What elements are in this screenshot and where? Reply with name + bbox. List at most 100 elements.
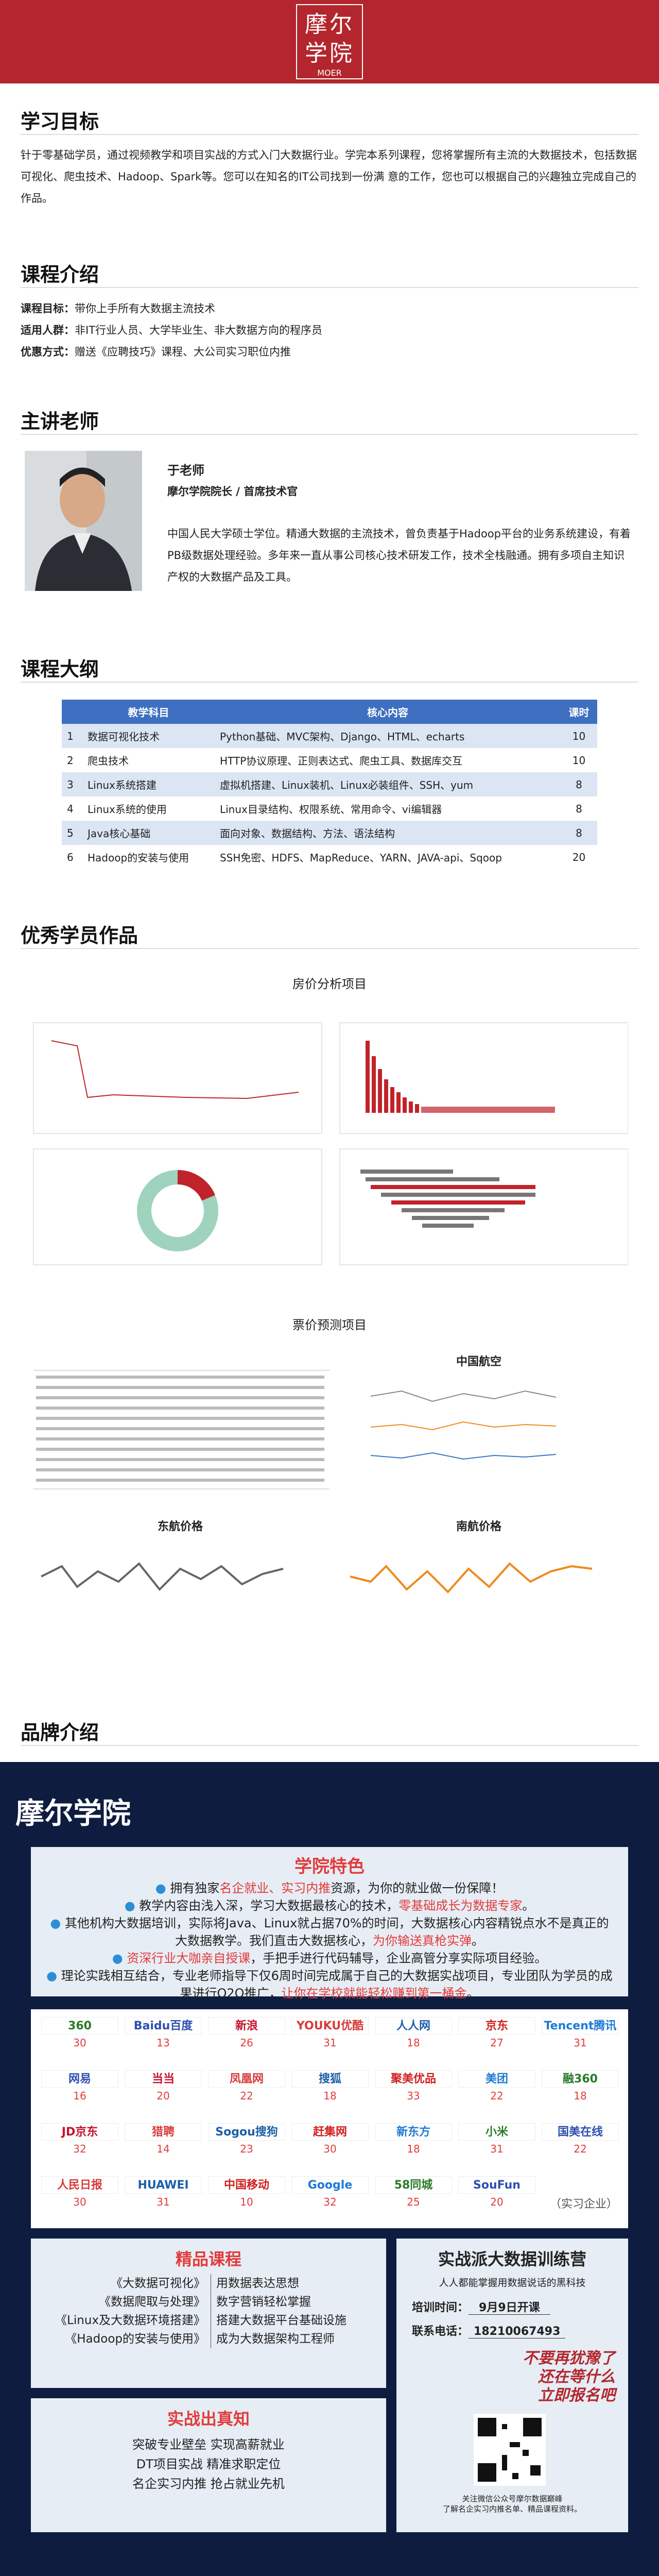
company-logo: 小米	[458, 2123, 535, 2141]
company-count: 16	[73, 2090, 86, 2102]
teacher-role: 摩尔学院院长 / 首席技术官	[167, 485, 298, 498]
project-thumbnails	[33, 1370, 593, 1594]
company-count: 30	[323, 2143, 337, 2155]
cell: Hadoop的安装与使用	[88, 852, 189, 864]
interns-note: （实习企业）	[549, 2198, 618, 2211]
project-title: 票价预测项目	[292, 1318, 367, 1332]
feature-text: 资源，为你的就业做一份保障！	[331, 1881, 504, 1895]
company: Baidu百度 13	[125, 2017, 202, 2049]
qr-code	[474, 2414, 546, 2486]
company-logo: 京东	[458, 2017, 535, 2035]
text: 赠送《应聘技巧》课程、大公司实习职位内推	[75, 346, 291, 358]
company-logo: 人民日报	[41, 2176, 118, 2194]
company: 京东 27	[458, 2017, 535, 2049]
course-desc: 用数据表达思想	[216, 2277, 299, 2290]
company-count: 22	[490, 2090, 504, 2102]
company-count: 33	[407, 2090, 420, 2102]
slogan-line: 不要再犹豫了	[523, 2349, 615, 2367]
intro-item: 适用人群：非IT行业人员、大学毕业生、非大数据方向的程序员	[21, 319, 638, 341]
cell: 数据可视化技术	[88, 731, 160, 743]
company: JD京东 32	[41, 2123, 118, 2155]
company: 猎聘 14	[125, 2123, 202, 2155]
slogan-line: 立即报名吧	[538, 2386, 615, 2404]
company: 网易 16	[41, 2070, 118, 2102]
company: Google 32	[291, 2176, 369, 2208]
company: Sogou搜狗 23	[208, 2123, 285, 2155]
header-row: 教学科目 核心内容 课时	[62, 700, 597, 724]
project-title: 房价分析项目	[292, 977, 367, 991]
cell: Java核心基础	[88, 827, 151, 840]
cell: 8	[576, 802, 582, 815]
column-header: 教学科目	[128, 706, 169, 719]
company: 360 30	[41, 2017, 118, 2049]
divider	[21, 434, 638, 435]
divider	[21, 287, 638, 288]
column-header: 核心内容	[367, 706, 408, 719]
camp-title: 实战派大数据训练营	[438, 2249, 586, 2269]
company-count: 10	[240, 2196, 253, 2208]
feature-text: 让你在学校就能轻松赚到第一桶金	[281, 1986, 467, 2001]
company: 凤凰网 22	[208, 2070, 285, 2102]
company-count: 32	[323, 2196, 337, 2208]
company: SouFun 20	[458, 2176, 535, 2208]
practice-item: DT项目实战 精准求职定位	[136, 2457, 281, 2471]
course-name: 《Hadoop的安装与使用》	[31, 2330, 211, 2348]
company-logo: Sogou搜狗	[208, 2123, 285, 2141]
cell: 8	[576, 778, 582, 791]
label: 课程目标：	[21, 302, 75, 315]
cell: SSH免密、HDFS、MapReduce、YARN、JAVA-api、Sqoop	[219, 852, 502, 864]
practice-panel: 实战出真知 突破专业壁垒 实现高薪就业 DT项目实战 精准求职定位 名企实习内推 抢…	[31, 2398, 386, 2532]
company: 赶集网 30	[291, 2123, 369, 2155]
company: 小米 31	[458, 2123, 535, 2155]
company-count: 18	[407, 2143, 420, 2155]
company: 新东方 18	[375, 2123, 452, 2155]
heading: 学习目标	[21, 110, 99, 133]
text: 带你上手所有大数据主流技术	[75, 302, 215, 315]
features: ● 拥有独家名企就业、实习内推资源，为你的就业做一份保障！ ● 教学内容由浅入深，…	[31, 1877, 628, 2004]
company-logo: SouFun	[458, 2176, 535, 2194]
company: 人人网 18	[375, 2017, 452, 2049]
brand-logo: 摩尔学院	[15, 1797, 131, 1831]
divider	[21, 948, 638, 949]
feature-text: 名企就业、实习内推	[219, 1881, 331, 1895]
courses-panel: 精品课程 《大数据可视化》 用数据表达思想 《数据爬取与处理》 数字营销轻松掌握 《Li…	[31, 2239, 386, 2388]
chart-title: 东航价格	[157, 1520, 203, 1533]
company-count: 32	[73, 2143, 86, 2155]
feature-text: 资深行业大咖亲自授课	[127, 1951, 251, 1965]
cell: Linux目录结构、权限系统、常用命令、vi编辑器	[219, 803, 442, 816]
camp-sub: 人人都能掌握用数据说话的黑科技	[439, 2277, 586, 2289]
company-logo: Baidu百度	[125, 2017, 202, 2035]
company-count: 30	[73, 2196, 86, 2208]
company-count: 31	[157, 2196, 170, 2208]
course-name: 《Linux及大数据环境搭建》	[31, 2311, 211, 2330]
company-count: 20	[490, 2196, 504, 2208]
camp-time: 培训时间： 9月9日开课	[412, 2298, 628, 2315]
company-logo: Tencent腾讯	[542, 2017, 619, 2035]
company-logo: 融360	[542, 2070, 619, 2088]
header: 摩尔学院 MOER	[0, 0, 659, 83]
camp-phone: 联系电话： 18210067493	[412, 2322, 628, 2338]
label: 培训时间：	[412, 2301, 469, 2314]
cell: 虚拟机搭建、Linux装机、Linux必装组件、SSH、yum	[219, 779, 474, 791]
features-panel: 学院特色 ● 拥有独家名企就业、实习内推资源，为你的就业做一份保障！ ● 教学内容…	[31, 1847, 628, 2001]
heading: 课程大纲	[21, 658, 99, 681]
cell: 10	[572, 754, 586, 767]
feature-text: 理论实践相互结合，专业老师指导下仅6周时间完成属于自己的大数据实战项目，专业团队…	[61, 1969, 613, 2001]
company: 新浪 26	[208, 2017, 285, 2049]
bullet: ●	[50, 1916, 65, 1930]
company-logo: Google	[291, 2176, 369, 2194]
outline-table: 教学科目 核心内容 课时 1 数据可视化技术 Python基础、MVC架构、Django、…	[62, 700, 597, 869]
cell	[62, 700, 82, 724]
chart-title: 中国航空	[456, 1355, 501, 1368]
company: 人民日报 30	[41, 2176, 118, 2208]
cell: 6	[67, 851, 74, 863]
paragraph: 针于零基础学员，通过视频教学和项目实战的方式入门大数据行业。学完本系列课程，您将…	[21, 149, 637, 205]
practice: 突破专业壁垒 实现高薪就业 DT项目实战 精准求职定位 名企实习内推 抢占就业先机	[31, 2435, 386, 2494]
heading: 品牌介绍	[21, 1721, 99, 1744]
feature: ● 教学内容由浅入深，学习大数据最核心的技术，零基础成长为数据专家。	[46, 1897, 613, 1914]
feature-text: 教学内容由浅入深，学习大数据最核心的技术，	[139, 1899, 399, 1913]
bullet: ●	[112, 1951, 127, 1965]
feature-text: 拥有独家	[170, 1881, 220, 1895]
row: 4 Linux系统的使用 Linux目录结构、权限系统、常用命令、vi编辑器 8	[62, 796, 597, 821]
column-header: 课时	[568, 706, 589, 719]
